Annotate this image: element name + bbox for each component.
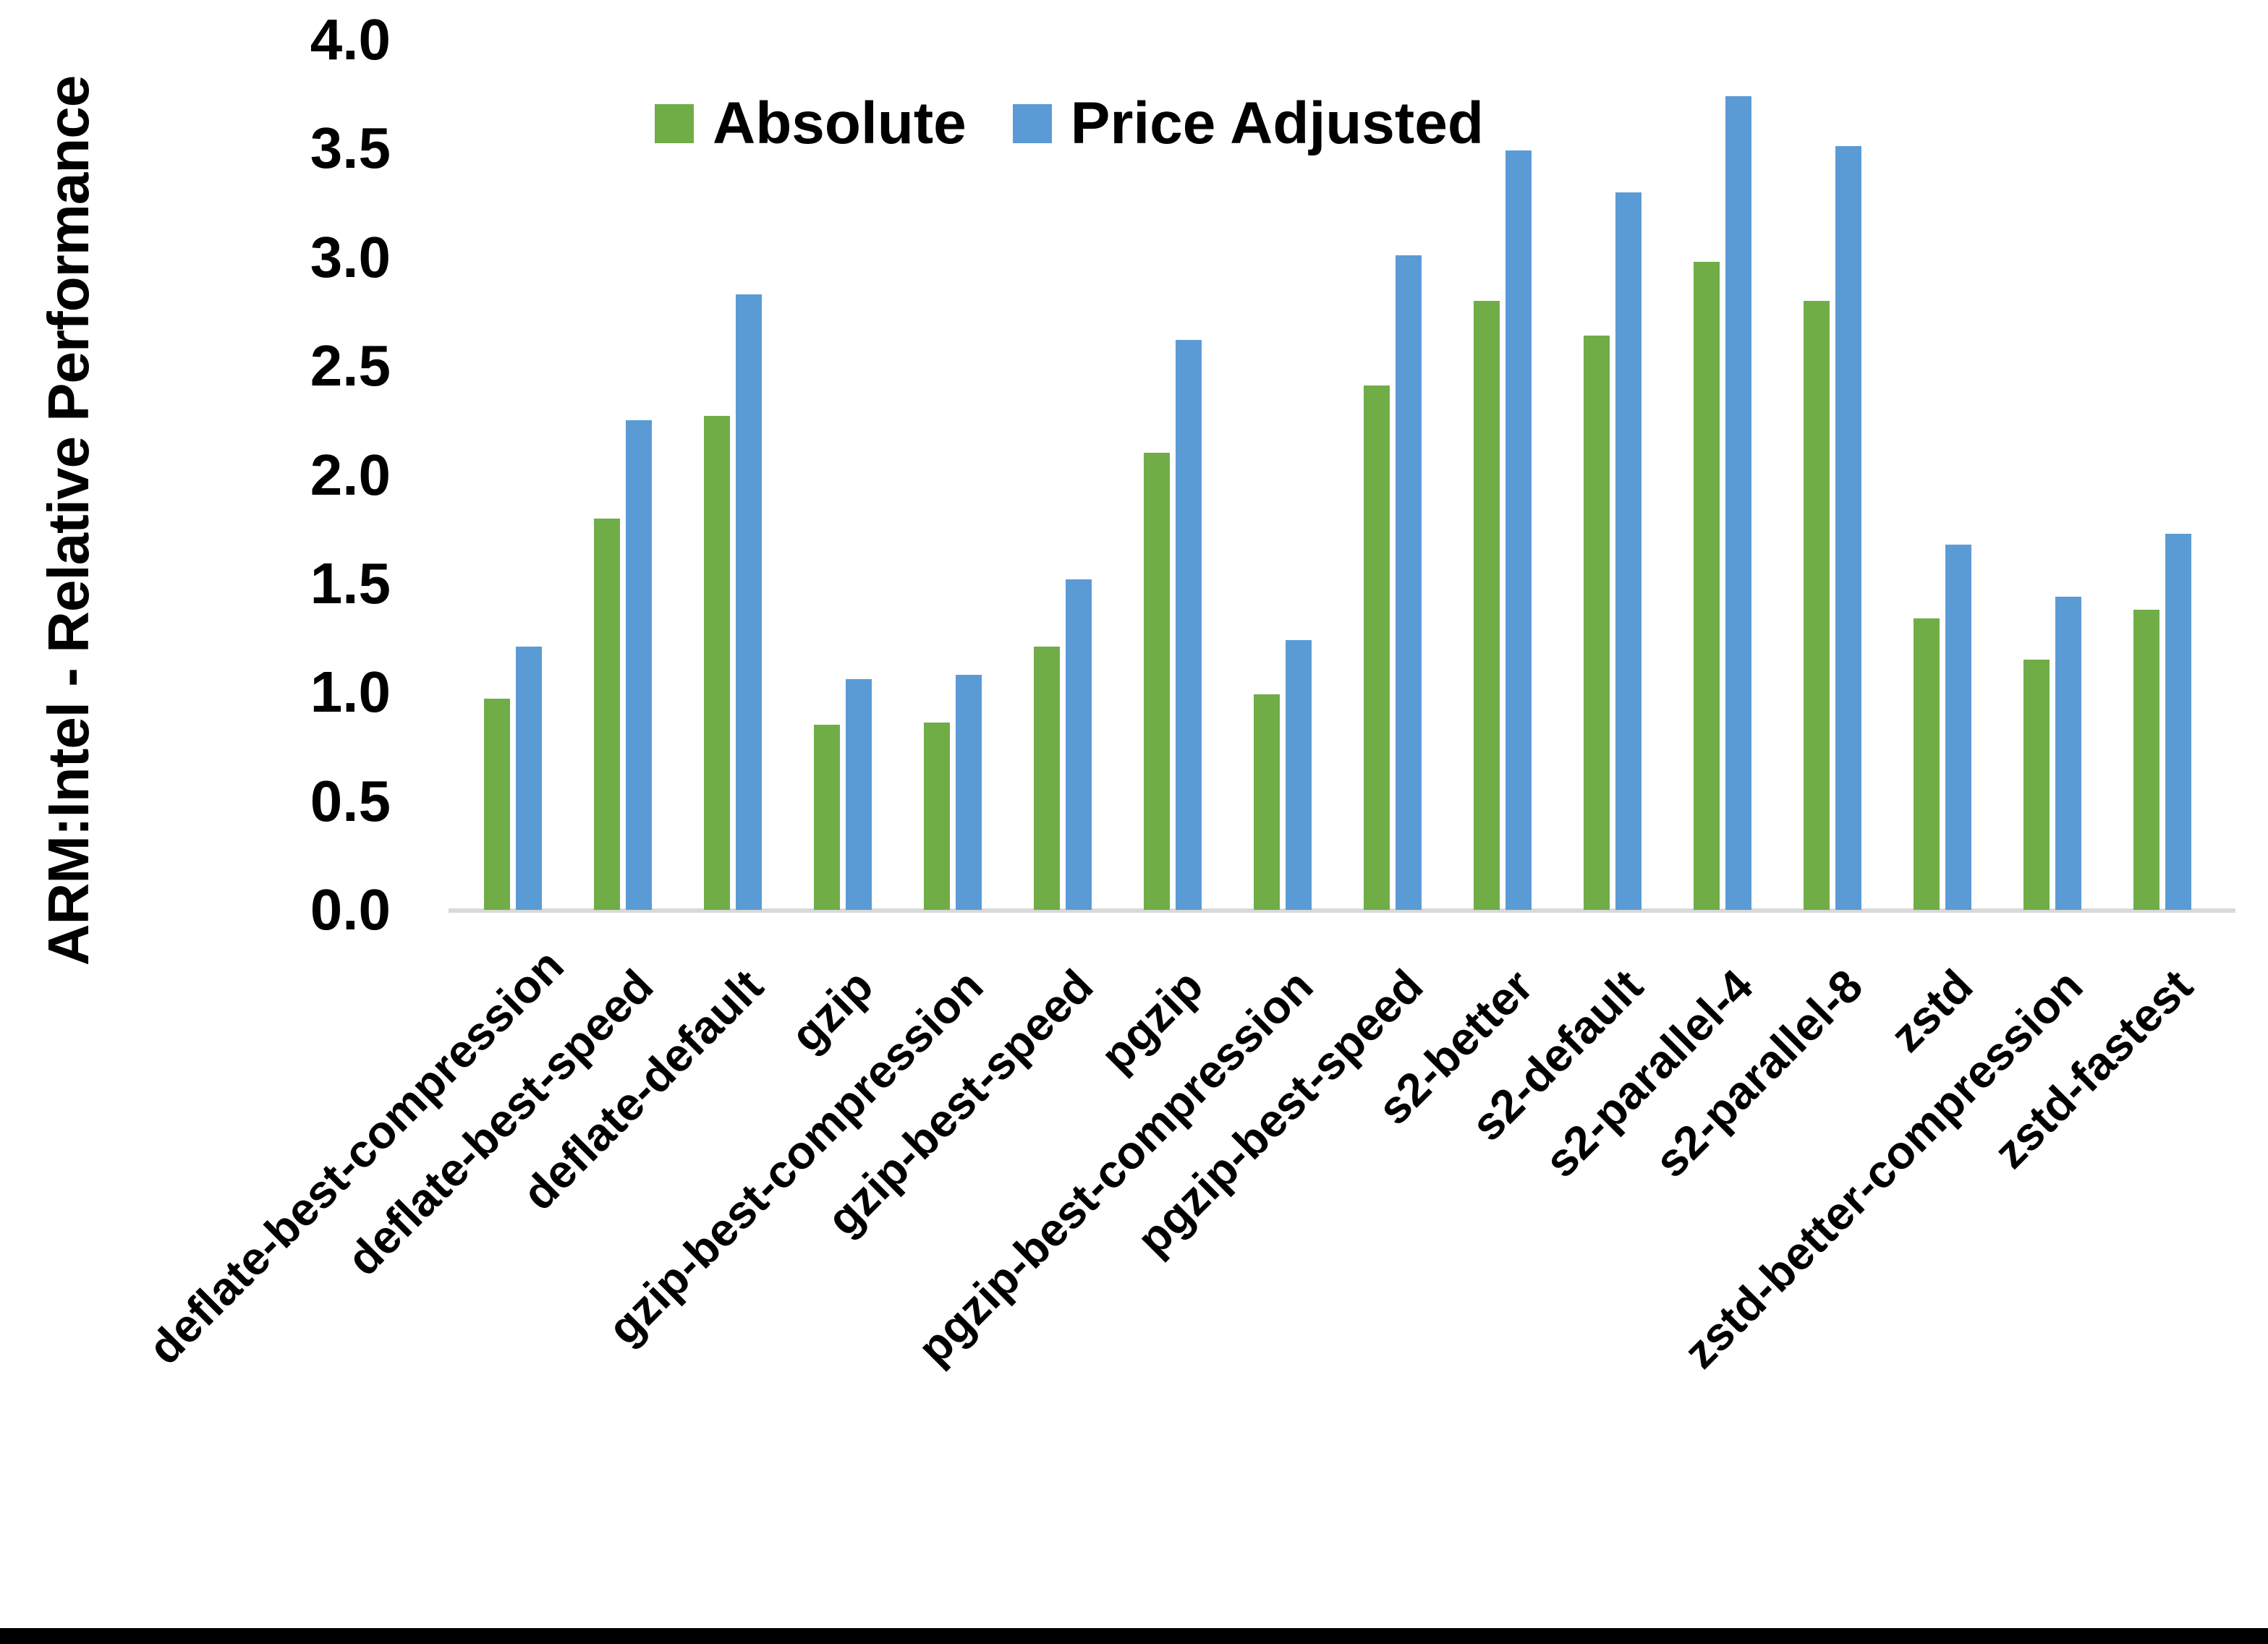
- bar-price-adjusted-deflate-best-speed: [626, 420, 652, 910]
- bar-absolute-gzip-best-speed: [1034, 647, 1060, 910]
- bar-absolute-gzip: [814, 725, 840, 910]
- x-tick-label-zstd-better-compression: zstd-better-compression: [1673, 959, 2093, 1379]
- bar-price-adjusted-s2-parallel-8: [1835, 146, 1861, 910]
- y-tick-label-3.0: 3.0: [310, 224, 391, 289]
- x-tick-label-gzip-best-speed: gzip-best-speed: [817, 959, 1103, 1245]
- bar-price-adjusted-zstd-better-compression: [2055, 596, 2081, 910]
- y-tick-label-1.5: 1.5: [310, 550, 391, 616]
- bar-absolute-deflate-best-compression: [484, 699, 510, 910]
- x-axis-line: [449, 908, 2235, 913]
- bar-price-adjusted-s2-parallel-4: [1725, 96, 1751, 910]
- x-tick-label-s2-default: s2-default: [1461, 959, 1653, 1151]
- bar-price-adjusted-gzip-best-speed: [1066, 579, 1092, 910]
- bar-price-adjusted-pgzip: [1176, 340, 1202, 910]
- y-tick-label-0.5: 0.5: [310, 768, 391, 833]
- bar-price-adjusted-deflate-default: [736, 294, 762, 910]
- bar-absolute-gzip-best-compression: [924, 723, 950, 910]
- y-tick-label-4.0: 4.0: [310, 7, 391, 72]
- legend-entry-price-adjusted: Price Adjusted: [1012, 90, 1484, 156]
- bar-absolute-zstd-better-compression: [2023, 660, 2050, 910]
- plot-area: Absolute Price Adjusted: [449, 94, 2235, 913]
- x-tick-label-deflate-default: deflate-default: [512, 959, 773, 1220]
- bar-absolute-deflate-default: [704, 416, 730, 910]
- x-tick-label-zstd-fastest: zstd-fastest: [1984, 959, 2203, 1178]
- x-tick-label-deflate-best-compression: deflate-best-compression: [137, 939, 574, 1375]
- bar-absolute-pgzip: [1144, 453, 1170, 910]
- x-tick-label-pgzip-best-speed: pgzip-best-speed: [1126, 959, 1433, 1266]
- bar-price-adjusted-deflate-best-compression: [516, 647, 542, 910]
- bottom-border-bar: [0, 1628, 2268, 1644]
- y-tick-label-2.0: 2.0: [310, 442, 391, 507]
- legend-label: Price Adjusted: [1070, 90, 1484, 156]
- x-tick-label-gzip-best-compression: gzip-best-compression: [598, 959, 993, 1355]
- x-tick-label-pgzip: pgzip: [1090, 959, 1213, 1082]
- y-tick-label-0.0: 0.0: [310, 877, 391, 942]
- bar-absolute-pgzip-best-compression: [1254, 694, 1280, 910]
- legend-swatch-icon: [655, 104, 694, 143]
- legend-entry-absolute: Absolute: [655, 94, 967, 153]
- legend: Absolute Price Adjusted: [655, 94, 1484, 153]
- bar-absolute-pgzip-best-speed: [1364, 386, 1390, 910]
- bar-price-adjusted-pgzip-best-compression: [1286, 640, 1312, 910]
- bar-absolute-s2-better: [1474, 300, 1500, 910]
- legend-swatch-icon: [1012, 104, 1052, 143]
- bar-absolute-s2-default: [1584, 336, 1610, 910]
- x-tick-label-s2-parallel-8: s2-parallel-8: [1644, 959, 1873, 1188]
- bar-absolute-s2-parallel-4: [1694, 261, 1720, 910]
- bar-absolute-zstd-fastest: [2133, 609, 2159, 910]
- y-tick-label-3.5: 3.5: [310, 116, 391, 181]
- bar-absolute-deflate-best-speed: [594, 518, 620, 910]
- x-tick-label-s2-better: s2-better: [1367, 959, 1543, 1135]
- x-tick-label-pgzip-best-compression: pgzip-best-compression: [907, 959, 1323, 1375]
- bar-price-adjusted-s2-better: [1505, 150, 1532, 910]
- bar-price-adjusted-s2-default: [1615, 192, 1641, 910]
- legend-label: Absolute: [713, 90, 967, 156]
- bar-price-adjusted-gzip-best-compression: [956, 675, 982, 910]
- bar-price-adjusted-zstd-fastest: [2165, 533, 2191, 910]
- y-tick-label-2.5: 2.5: [310, 333, 391, 399]
- x-tick-label-deflate-best-speed: deflate-best-speed: [336, 959, 663, 1286]
- x-tick-label-gzip: gzip: [781, 959, 883, 1062]
- bar-price-adjusted-gzip: [846, 679, 872, 910]
- bar-absolute-zstd: [1914, 618, 1940, 910]
- x-tick-label-s2-parallel-4: s2-parallel-4: [1534, 959, 1763, 1188]
- y-tick-label-1.0: 1.0: [310, 660, 391, 725]
- x-tick-label-zstd: zstd: [1880, 959, 1983, 1062]
- bar-price-adjusted-zstd: [1945, 544, 1971, 910]
- bar-absolute-s2-parallel-8: [1804, 300, 1830, 910]
- bar-price-adjusted-pgzip-best-speed: [1396, 255, 1422, 910]
